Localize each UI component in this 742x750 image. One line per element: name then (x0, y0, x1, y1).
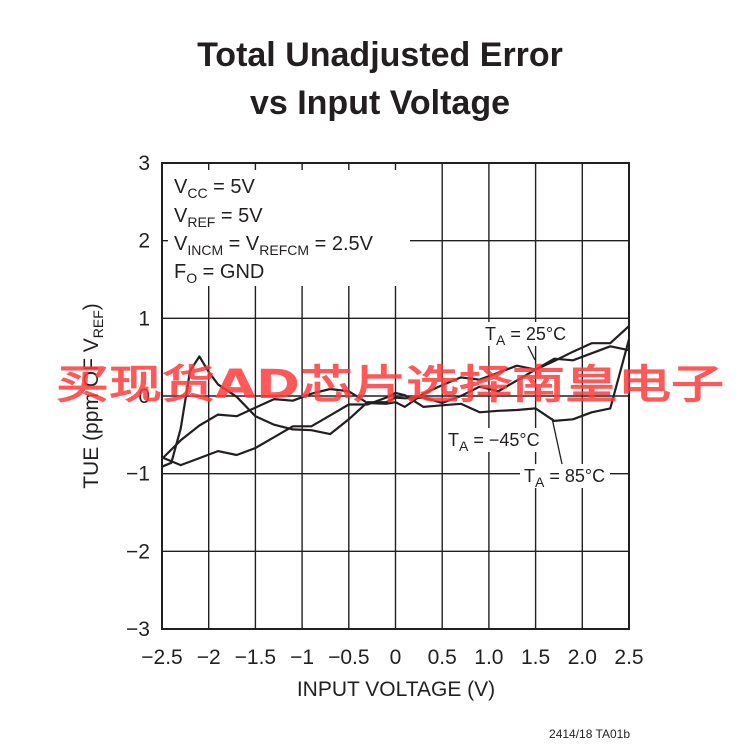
series-label-85c: TA = 85°C (524, 466, 605, 490)
x-tick-label: 0.5 (428, 646, 457, 669)
y-tick-label: −3 (126, 618, 150, 641)
plot-frame (161, 162, 630, 630)
x-axis-label: INPUT VOLTAGE (V) (297, 678, 495, 701)
x-tick-label: 1.0 (474, 646, 503, 669)
y-tick-label: 3 (138, 152, 150, 175)
y-tick-label: 2 (138, 230, 150, 253)
series-label-25c: TA = 25°C (485, 324, 566, 348)
condition-fo: FO = GND (174, 261, 264, 286)
x-tick-label: 2.5 (614, 646, 643, 669)
watermark-text: 买现货AD芯片选择南皇电子 (56, 362, 724, 408)
y-axis-label-close: ) (80, 303, 103, 310)
x-tick-label: −2 (197, 646, 221, 669)
y-axis-label-main: TUE (ppm OF V (80, 338, 103, 489)
condition-vincm: VINCM = VREFCM = 2.5V (174, 233, 374, 258)
y-tick-label: 0 (138, 385, 150, 408)
label-25c-background (482, 322, 570, 346)
leader-25c (527, 345, 536, 361)
y-tick-labels: −3 −2 −1 0 1 2 3 (126, 152, 150, 641)
x-tick-label: −2.5 (141, 646, 182, 669)
series-line-m45c (161, 339, 631, 467)
conditions-background (168, 170, 410, 286)
y-axis-label-sub: REF (90, 310, 106, 338)
chart-title-line-1: Total Unadjusted Error (197, 36, 563, 74)
x-tick-label: −0.5 (328, 646, 369, 669)
x-tick-label: −1.5 (235, 646, 276, 669)
condition-vcc: VCC = 5V (174, 176, 255, 201)
label-m45c-background (444, 428, 548, 452)
series-group (161, 325, 631, 468)
x-tick-label: 2.0 (568, 646, 597, 669)
y-tick-label: −2 (126, 540, 150, 563)
series-line-25c (161, 325, 630, 460)
figure-footnote: 2414/18 TA01b (549, 727, 630, 741)
y-tick-label: 1 (138, 307, 150, 330)
leader-85c (551, 417, 563, 465)
series-line-85c (161, 345, 630, 468)
x-tick-label: 0 (390, 646, 402, 669)
x-tick-label: 1.5 (521, 646, 550, 669)
x-tick-label: −1 (290, 646, 314, 669)
x-tick-labels: −2.5 −2 −1.5 −1 −0.5 0 0.5 1.0 1.5 2.0 2.5 (141, 646, 643, 669)
series-label-m45c: TA = −45°C (448, 430, 540, 454)
label-85c-background (520, 464, 610, 488)
y-axis-label: TUE (ppm OF VREF) (80, 303, 106, 489)
chart-title-line-2: vs Input Voltage (250, 84, 510, 122)
condition-vref: VREF = 5V (174, 205, 263, 230)
y-tick-label: −1 (126, 463, 150, 486)
